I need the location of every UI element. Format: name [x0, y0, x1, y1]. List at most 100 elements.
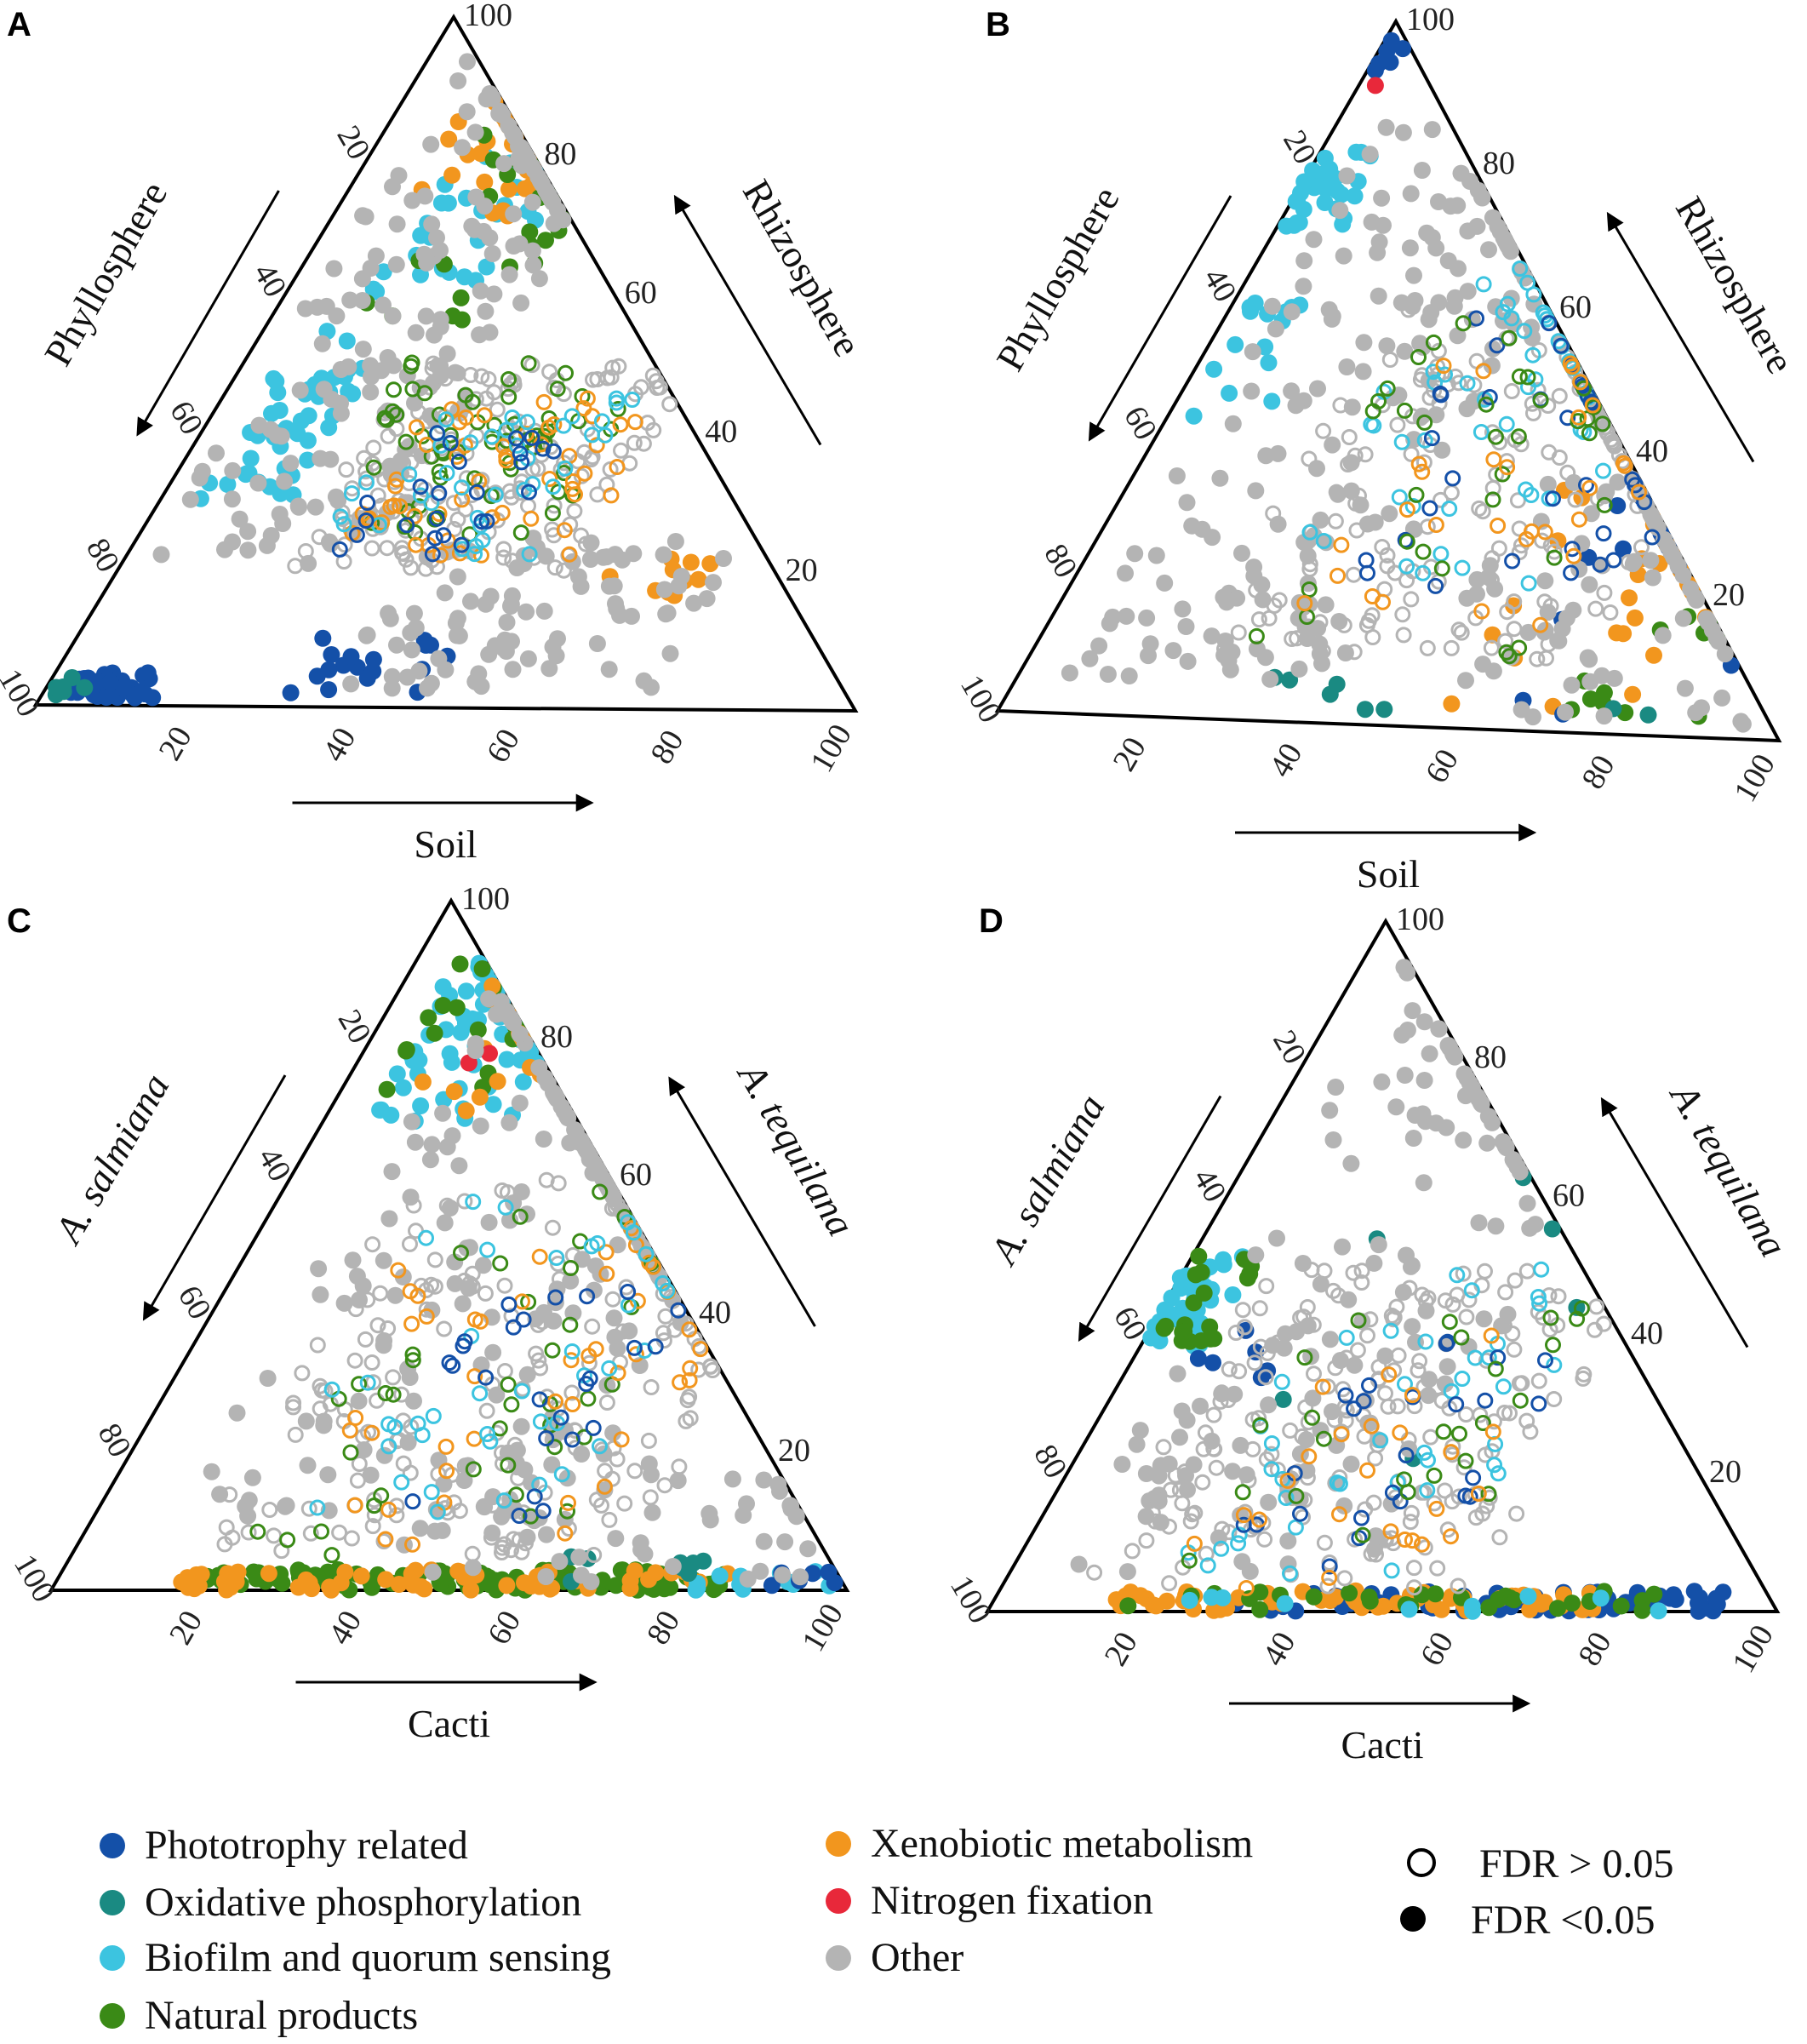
point-xenobiotic: [531, 1248, 548, 1265]
point-phototrophy: [89, 673, 106, 690]
point-other: [467, 188, 485, 206]
point-xenobiotic: [1382, 1523, 1399, 1540]
point-other: [240, 1524, 257, 1541]
point-other: [1703, 621, 1721, 639]
point-other: [1308, 460, 1325, 478]
point-other: [1342, 1154, 1360, 1172]
point-biofilm: [1520, 575, 1537, 592]
bottom-axis-label: Cacti: [408, 1702, 490, 1745]
point-phototrophy: [1553, 337, 1570, 354]
point-other: [505, 1531, 522, 1548]
point-other: [651, 379, 668, 396]
point-other: [1463, 311, 1481, 329]
point-natural: [397, 1041, 415, 1058]
point-biofilm: [1282, 1565, 1298, 1582]
point-other: [411, 1520, 429, 1537]
point-other: [1581, 673, 1599, 690]
point-xenobiotic: [598, 1244, 615, 1261]
point-other: [623, 607, 640, 625]
point-other: [402, 1188, 420, 1206]
point-other: [552, 1270, 568, 1287]
bottom-tick: 40: [1255, 1626, 1302, 1672]
point-other: [1396, 342, 1414, 360]
point-natural: [351, 1376, 368, 1393]
point-other: [1086, 1564, 1103, 1581]
point-other: [1421, 389, 1438, 406]
point-other: [1411, 335, 1429, 352]
point-other: [1403, 1504, 1420, 1521]
point-other: [1379, 547, 1396, 564]
point-natural: [559, 1503, 575, 1520]
triangle-frame: [984, 917, 1781, 1613]
point-phototrophy: [1559, 409, 1576, 427]
right-tick: 80: [540, 1019, 573, 1055]
point-other: [336, 536, 353, 553]
point-xenobiotic: [1535, 1594, 1553, 1612]
point-other: [291, 381, 309, 399]
point-biofilm: [624, 392, 641, 408]
point-phototrophy: [1359, 564, 1375, 581]
point-other: [501, 1009, 519, 1027]
point-phototrophy: [101, 673, 119, 691]
point-natural: [1398, 533, 1415, 550]
point-other: [344, 1251, 362, 1269]
point-natural: [1569, 1310, 1586, 1327]
point-other: [551, 1553, 569, 1571]
point-phototrophy: [357, 512, 375, 529]
point-other: [379, 349, 397, 366]
point-natural: [512, 1208, 529, 1225]
point-xenobiotic: [466, 1311, 483, 1328]
point-other: [1204, 529, 1221, 547]
point-other: [1156, 574, 1174, 592]
point-nitrogen: [481, 1045, 498, 1062]
point-other: [1484, 209, 1501, 226]
point-other: [350, 1392, 368, 1410]
point-xenobiotic: [363, 1424, 380, 1441]
point-other: [1450, 1488, 1467, 1505]
point-biofilm: [589, 1235, 606, 1251]
point-phototrophy: [1530, 1395, 1547, 1412]
point-xenobiotic: [647, 1564, 665, 1582]
panel-d: D20 40 60 80 1001008060402010080604020CactiA…: [943, 902, 1796, 1766]
right-axis-arrow: [668, 1076, 816, 1327]
legend-swatch: [826, 1888, 851, 1914]
point-other: [289, 497, 307, 515]
point-oxphos: [1639, 706, 1657, 724]
point-other: [152, 546, 170, 564]
point-other: [259, 1370, 277, 1387]
point-other: [771, 1482, 788, 1500]
point-natural: [580, 1390, 597, 1407]
point-other: [540, 660, 558, 678]
point-natural: [1594, 415, 1611, 432]
point-xenobiotic: [1333, 1426, 1350, 1443]
point-other: [402, 1235, 418, 1252]
point-other: [1147, 1513, 1164, 1530]
point-other: [1346, 644, 1363, 661]
point-phototrophy: [1423, 430, 1440, 447]
point-other: [505, 205, 523, 223]
point-other: [354, 341, 372, 358]
point-other: [1173, 1402, 1191, 1420]
point-biofilm: [1398, 558, 1415, 575]
point-other: [398, 668, 416, 686]
point-xenobiotic: [1524, 523, 1540, 540]
point-other: [1324, 436, 1341, 454]
point-phototrophy: [412, 478, 429, 495]
point-xenobiotic: [1475, 363, 1492, 380]
point-other: [1563, 676, 1581, 694]
point-other: [664, 1558, 682, 1575]
point-other: [422, 135, 440, 153]
point-other: [375, 1446, 393, 1464]
point-other: [1450, 621, 1467, 638]
point-other: [1513, 436, 1530, 453]
point-biofilm: [465, 1194, 482, 1211]
point-biofilm: [1276, 1595, 1294, 1612]
point-natural: [1596, 496, 1613, 513]
point-other: [573, 527, 590, 544]
point-other: [531, 172, 549, 189]
point-biofilm: [380, 1438, 397, 1455]
point-other: [1131, 1422, 1149, 1440]
point-xenobiotic: [457, 1102, 475, 1119]
point-other: [1258, 1278, 1275, 1295]
left-axis-label: A. salmiana: [981, 1087, 1113, 1273]
